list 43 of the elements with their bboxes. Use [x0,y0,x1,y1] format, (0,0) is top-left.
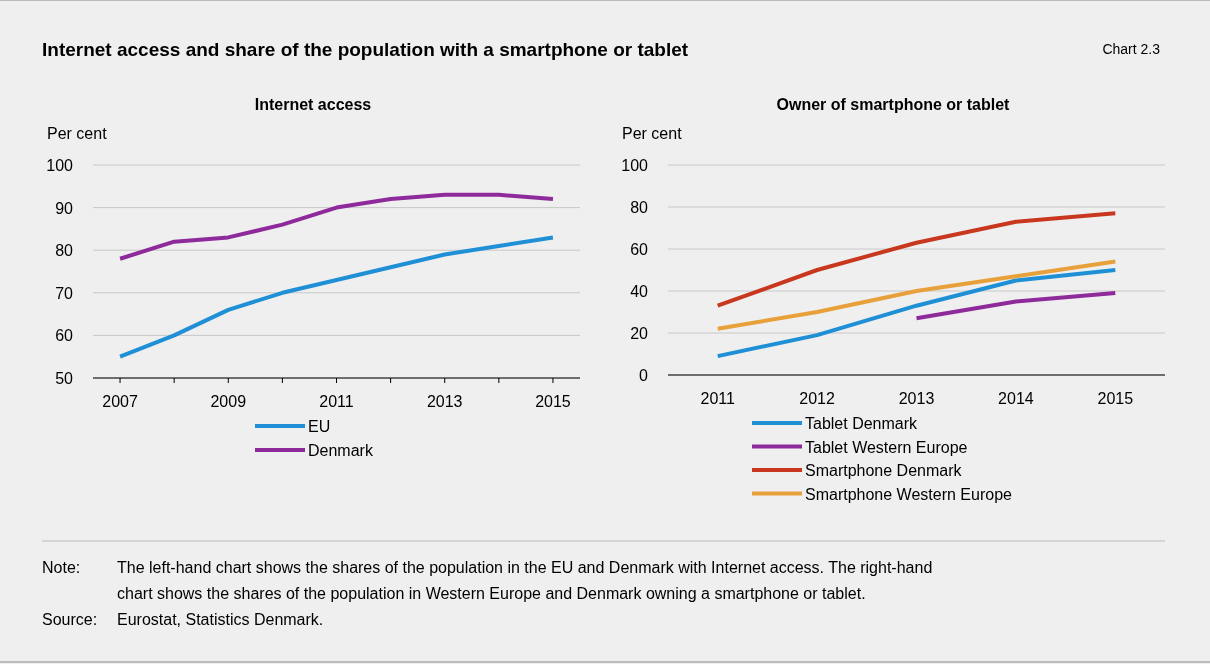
legend-label: Smartphone Western Europe [805,485,1013,503]
text: Internet access and share of the population with a smartphone or tablet [42,39,689,60]
legend-label: Denmark [308,442,374,459]
y-tick-label: 40 [630,283,649,300]
y-tick-label: 0 [639,367,649,384]
chart-title: Owner of smartphone or tablet [776,96,1011,113]
y-tick-label: 60 [55,327,74,345]
x-tick-label: 2015 [535,393,571,410]
x-tick-label: 2011 [319,393,354,410]
caption: Chart 2.3 [1102,41,1161,57]
y-tick-label: 70 [55,284,74,302]
line-series [715,211,1118,308]
x-tick-label: 2009 [210,393,247,410]
legend-label: EU [308,418,331,435]
y-tick-label: 20 [630,325,649,342]
legend-label: Smartphone Denmark [805,462,963,479]
source-note: Source: [42,611,98,628]
y-tick-label: 90 [55,199,74,217]
text: Note: [42,559,81,576]
y-tick-label: 100 [46,157,74,174]
y-tick-label: 60 [630,241,649,258]
text: The left-hand chart shows the shares of the population in the EU and Denmark with Internet access. The right-hand chart shows the shares of the population in Western Europe and Denmark owning a smartphone or tablet. [117,559,933,602]
x-tick-label: 2007 [102,393,138,410]
x-tick-label: 2013 [426,393,463,410]
text: Eurostat, Statistics Denmark. [117,611,324,628]
x-tick-label: 2015 [1097,390,1134,407]
y-tick-label: 50 [55,370,74,387]
y-tick-label: 100 [621,157,649,174]
legend-label: Tablet Western Europe [805,438,968,456]
y-tick-label: 80 [630,199,649,216]
x-tick-label: 2012 [799,390,835,407]
line-series [118,192,555,261]
y-tick-label: 80 [55,242,74,260]
x-tick-label: 2013 [898,390,935,407]
y-axis-title: Per cent [622,125,683,142]
line-series [715,259,1118,331]
y-axis-title: Per cent [47,125,108,142]
line-series [118,235,555,359]
chart-title: Internet access [254,96,372,113]
x-tick-label: 2014 [998,390,1034,407]
x-tick-label: 2011 [700,390,735,407]
legend-label: Tablet Denmark [805,415,919,432]
line-series [715,268,1118,359]
